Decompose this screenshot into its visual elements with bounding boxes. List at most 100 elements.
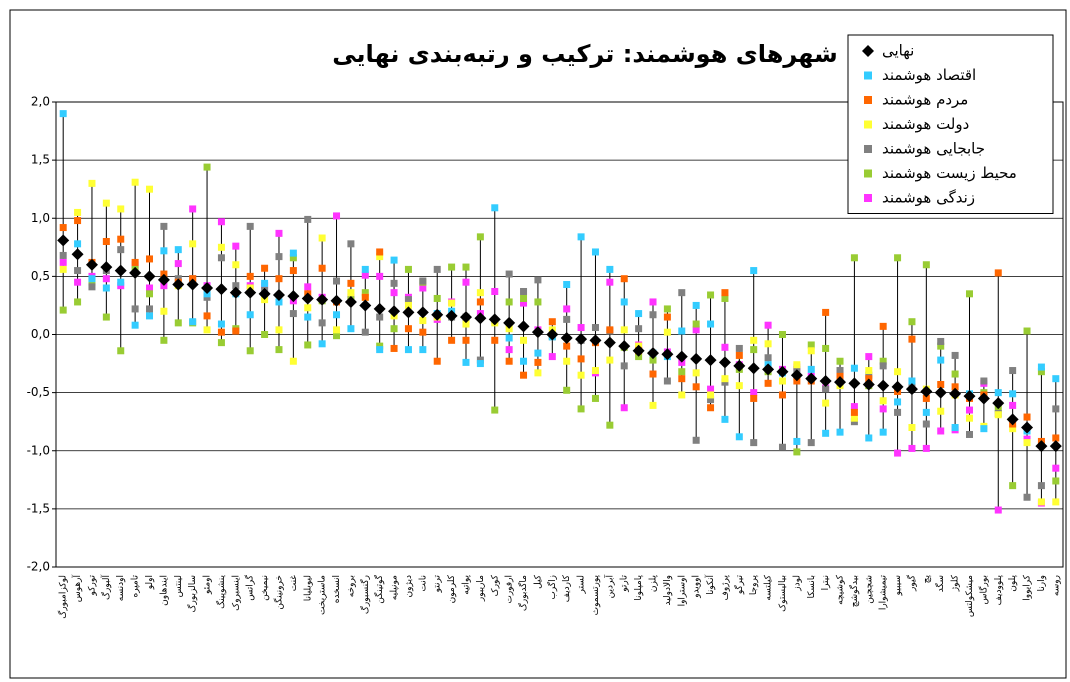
- legend-label: زندگی هوشمند: [882, 189, 975, 207]
- point: [246, 222, 254, 230]
- point: [793, 361, 801, 369]
- x-tick-label: خرونینگن: [272, 575, 284, 610]
- point: [1037, 368, 1045, 376]
- point: [476, 233, 484, 241]
- point: [750, 389, 758, 397]
- point: [272, 288, 285, 301]
- point: [663, 313, 671, 321]
- point: [618, 340, 631, 353]
- point: [649, 401, 657, 409]
- x-tick-label: اوویدو: [692, 575, 702, 599]
- x-tick-label: نیمیخن: [260, 575, 270, 601]
- legend-marker: [864, 169, 872, 178]
- y-tick-label: 1,5: [31, 153, 50, 167]
- point: [563, 281, 571, 289]
- point: [735, 351, 743, 359]
- point: [937, 337, 945, 345]
- point: [692, 436, 700, 444]
- x-tick-label: اودنسه: [116, 575, 126, 601]
- point: [402, 306, 415, 319]
- x-tick-label: والادولید: [663, 575, 673, 606]
- point: [591, 394, 599, 402]
- x-tick-label: پلزن: [649, 575, 659, 593]
- point: [1009, 482, 1017, 490]
- point: [606, 356, 614, 364]
- point: [750, 439, 758, 447]
- x-tick-label: ماستریخت: [318, 575, 328, 615]
- point: [678, 375, 686, 383]
- point: [74, 217, 82, 225]
- point: [318, 234, 326, 242]
- point: [750, 267, 758, 275]
- point: [733, 359, 746, 372]
- y-tick-label: 0,0: [31, 327, 50, 341]
- point: [1006, 413, 1019, 426]
- x-tick-label: تورکو: [87, 575, 97, 597]
- point: [74, 278, 82, 286]
- x-tick-label: آرهوس: [71, 575, 83, 603]
- point: [563, 305, 571, 313]
- point: [862, 378, 875, 391]
- x-tick-label: پورتسموث: [591, 575, 601, 616]
- x-tick-label: آلبورگ: [100, 575, 112, 601]
- point: [258, 287, 271, 300]
- point: [980, 425, 988, 433]
- point: [879, 322, 887, 330]
- point: [718, 356, 731, 369]
- point: [347, 325, 355, 333]
- point: [318, 264, 326, 272]
- point: [59, 265, 67, 273]
- point: [894, 449, 902, 457]
- x-tick-label: لستر: [577, 575, 587, 594]
- point: [117, 246, 125, 254]
- y-tick-label: 2,0: [31, 95, 50, 109]
- x-tick-label: ماگدبورگ: [517, 575, 529, 611]
- x-tick-label: بیدگوشچ: [848, 575, 860, 607]
- x-tick-label: آبردین: [603, 575, 615, 599]
- point: [908, 318, 916, 326]
- point: [114, 264, 127, 277]
- point: [229, 286, 242, 299]
- point: [448, 263, 456, 271]
- point: [419, 328, 427, 336]
- point: [908, 335, 916, 343]
- point: [606, 278, 614, 286]
- point: [591, 324, 599, 332]
- point: [304, 313, 312, 321]
- point: [920, 385, 933, 398]
- point: [373, 302, 386, 315]
- point: [764, 354, 772, 362]
- point: [1037, 363, 1045, 371]
- point: [289, 254, 297, 262]
- point: [877, 379, 890, 392]
- point: [416, 306, 429, 319]
- point: [848, 377, 861, 390]
- point: [620, 275, 628, 283]
- x-tick-label: ایندهاون: [159, 575, 169, 606]
- point: [965, 414, 973, 422]
- point: [807, 341, 815, 349]
- point: [836, 357, 844, 365]
- point: [548, 318, 556, 326]
- point: [1009, 425, 1017, 433]
- point: [419, 277, 427, 285]
- point: [117, 235, 125, 243]
- point: [217, 243, 225, 251]
- point: [333, 311, 341, 319]
- point: [347, 289, 355, 297]
- point: [131, 305, 139, 313]
- point: [992, 397, 1005, 410]
- point: [129, 266, 142, 279]
- point: [980, 377, 988, 385]
- x-tick-label: پلون: [1008, 575, 1018, 592]
- point: [1052, 477, 1060, 485]
- x-tick-label: لودز: [792, 575, 802, 592]
- x-tick-label: شچچین: [864, 575, 874, 604]
- point: [793, 448, 801, 456]
- x-tick-label: سیبیو: [893, 575, 903, 596]
- legend-label: دولت هوشمند: [882, 115, 969, 133]
- point: [994, 269, 1002, 277]
- point: [836, 428, 844, 436]
- x-tick-label: ینشوپینگ: [215, 575, 227, 609]
